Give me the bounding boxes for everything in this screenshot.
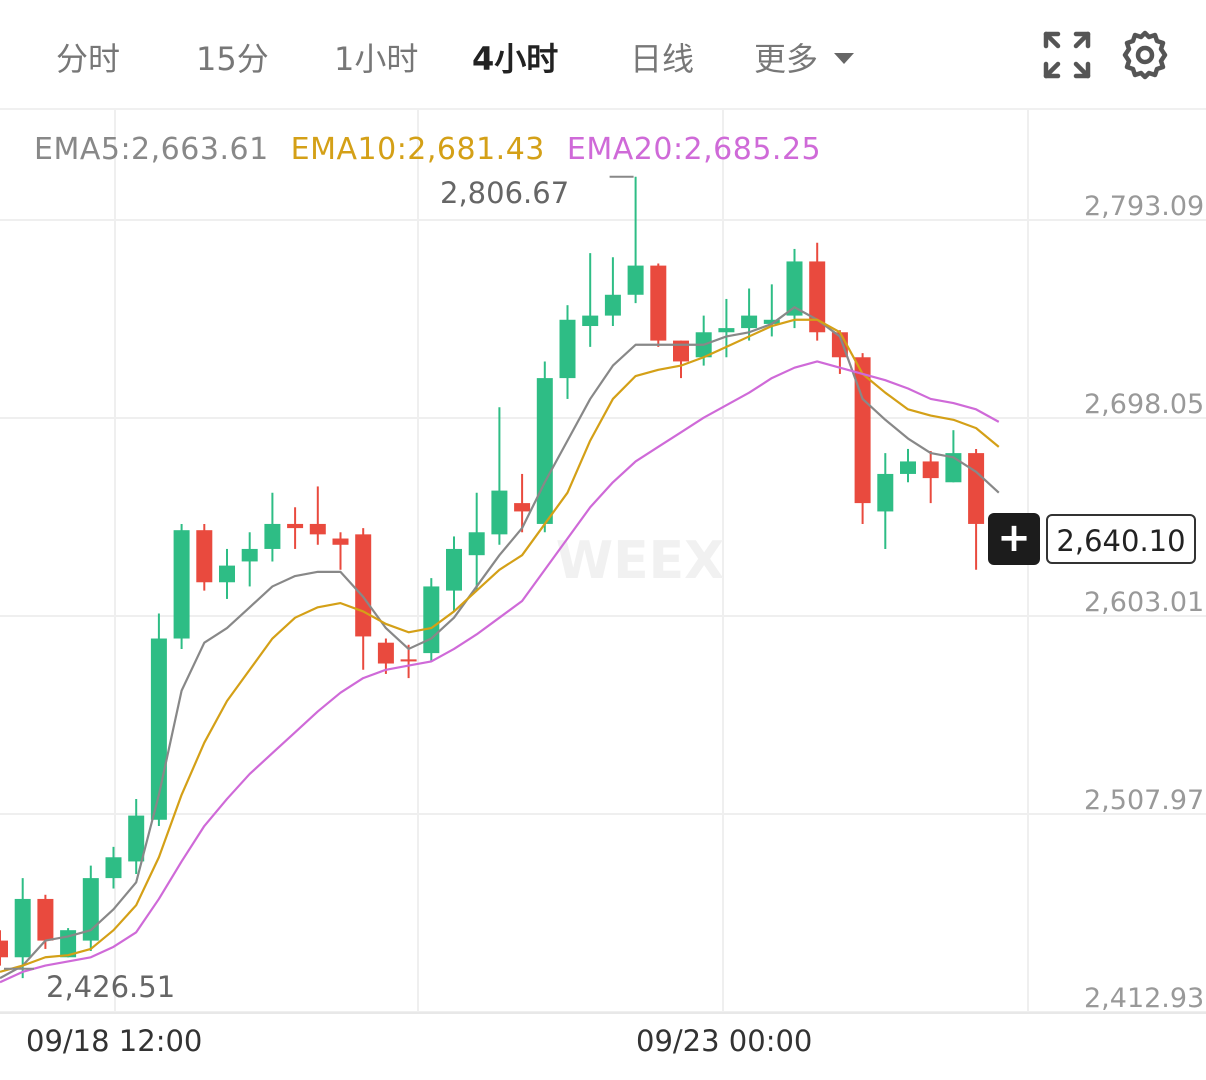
tab-more-label: 更多 [754,40,819,78]
candle-body [0,940,8,958]
tab-15min[interactable]: 15分 [196,40,269,78]
candle-body [559,319,576,379]
candle-body [786,261,803,316]
candle-body [627,265,644,295]
candle-body [287,523,304,529]
candle-body [650,265,667,341]
candle-body [763,319,780,324]
candle-body [604,294,621,316]
candle-body [922,461,939,479]
candle-body [82,878,99,941]
candle-body [854,357,871,504]
ema10-line [0,318,1000,973]
candle-body [514,503,531,512]
tab-daily[interactable]: 日线 [630,40,695,78]
y-tick-label: 2,412.93 [1084,983,1204,1014]
low-price-label: 2,426.51 [46,970,176,1004]
candle-body [14,898,31,958]
candle-body [400,659,417,662]
candle-body [536,378,553,524]
candle-body [582,315,599,327]
candle-body [968,453,985,524]
y-tick-label: 2,698.05 [1084,389,1204,420]
current-price-label: 2,640.10 [1046,514,1196,564]
y-tick-label: 2,507.97 [1084,785,1204,816]
candle-body [37,898,54,941]
y-tick-label: 2,603.01 [1084,587,1204,618]
candle-body [718,328,735,333]
candle-body [355,534,372,637]
x-axis-label: 09/23 00:00 [636,1024,813,1058]
candle-body [219,565,235,583]
candle-body [196,530,213,583]
candle-body [423,586,440,654]
chevron-down-icon [834,52,855,64]
ema5-line [0,306,1000,980]
gear-icon[interactable] [1120,30,1170,80]
candle-body [264,523,281,549]
candle-body [377,642,394,664]
candle-body [900,461,916,474]
candle-body [332,538,349,545]
candle-body [741,315,758,329]
candle-body [173,530,190,639]
ema20-line [0,360,1000,984]
y-tick-label: 2,793.09 [1084,191,1204,222]
candle-body [241,548,258,562]
ema-legend: EMA5:2,663.61 EMA10:2,681.43 EMA20:2,685.2… [34,132,843,167]
x-axis-label: 09/18 12:00 [26,1024,203,1058]
tab-1hour[interactable]: 1小时 [334,40,419,78]
tab-more[interactable]: 更多 [754,34,855,80]
ema20-legend: EMA20:2,685.25 [566,132,822,167]
candle-body [809,261,826,333]
candle-body [105,857,122,879]
ema10-legend: EMA10:2,681.43 [290,132,545,167]
high-price-label: 2,806.67 [440,176,570,210]
interval-tabs: 分时 15分 1小时 4小时 日线 更多 [0,0,1206,110]
candle-body [446,548,462,591]
crosshair-button[interactable]: + [988,513,1040,565]
fullscreen-icon[interactable] [1042,30,1092,80]
tab-4hour[interactable]: 4小时 [472,40,559,78]
candle-body [877,473,894,512]
candle-body [128,815,145,862]
candle-body [309,523,326,535]
ema5-legend: EMA5:2,663.61 [34,132,269,167]
tab-time-share[interactable]: 分时 [56,40,121,78]
candle-body [491,490,508,535]
watermark-text: WEEX [556,531,725,591]
candle-body [468,532,485,556]
